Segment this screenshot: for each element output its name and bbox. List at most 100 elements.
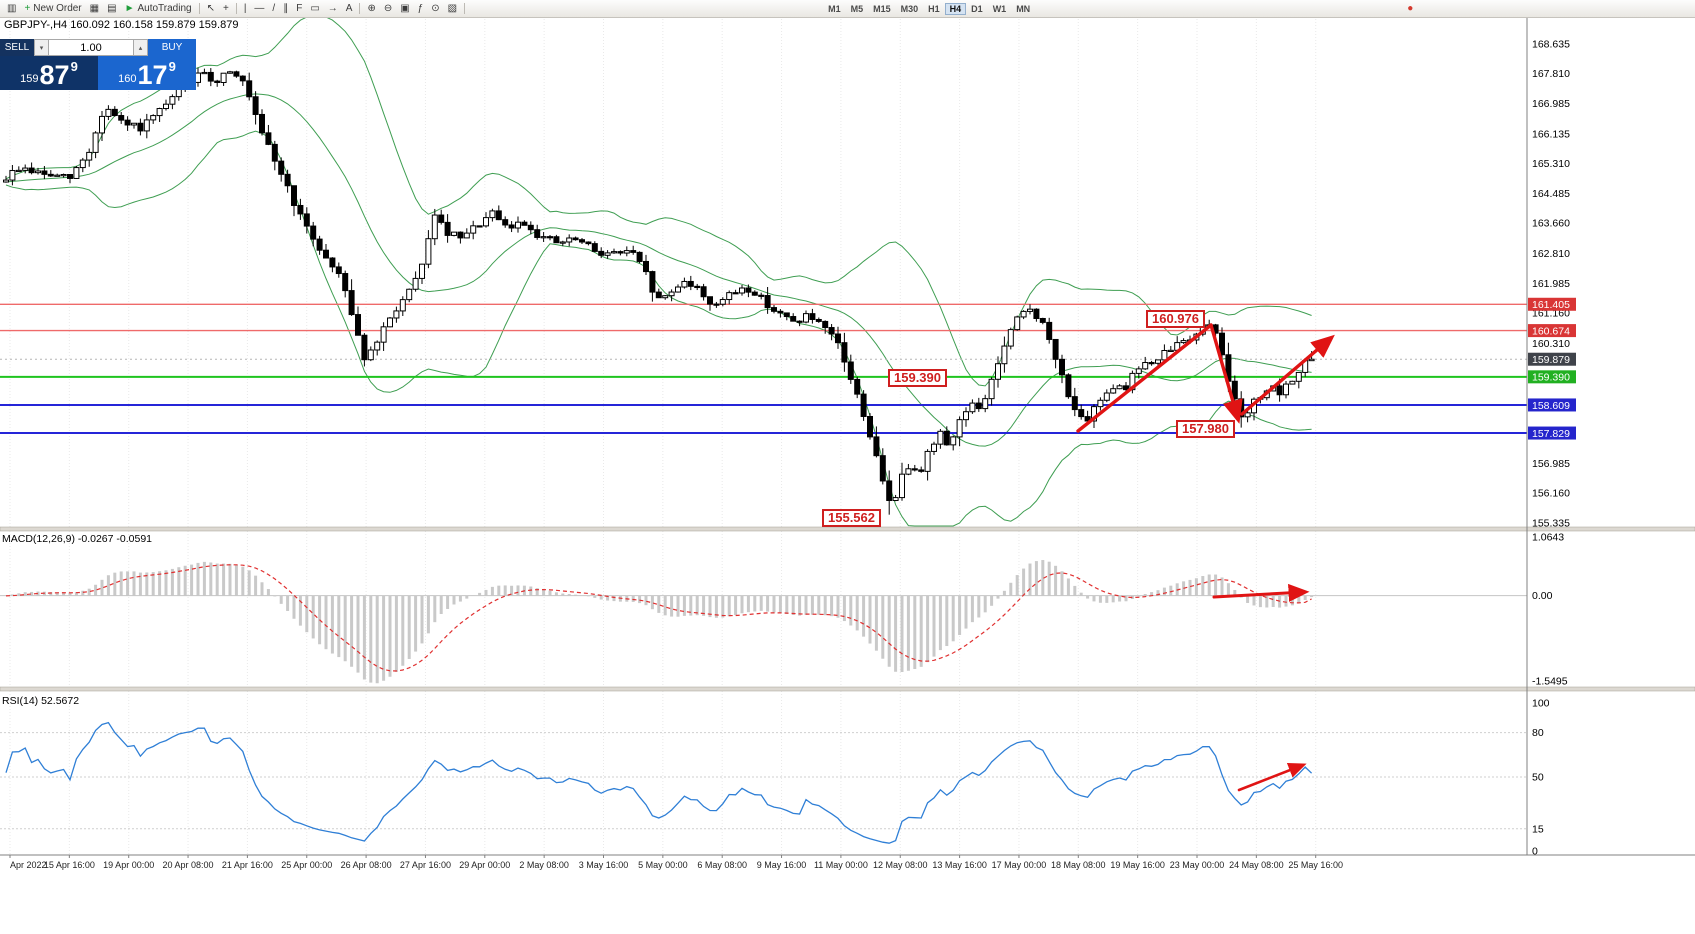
charts-grid-icon[interactable]: ▦ — [86, 1, 103, 16]
panel-separator[interactable] — [0, 686, 1695, 692]
channel-icon[interactable]: ∥ — [279, 1, 292, 16]
trend-arrow[interactable] — [1076, 323, 1213, 433]
chart-candles-icon-icon: ▥ — [7, 3, 17, 14]
axis-tick-label: 15 — [1532, 823, 1544, 835]
new-order-button[interactable]: + New Order — [20, 1, 85, 16]
time-axis-label: 29 Apr 00:00 — [459, 860, 510, 870]
toolbar-separator — [235, 3, 237, 14]
macd-indicator-label: MACD(12,26,9) -0.0267 -0.0591 — [2, 533, 152, 545]
profiles-icon[interactable]: ▤ — [103, 1, 120, 16]
trend-arrows[interactable] — [1076, 323, 1335, 792]
timeframe-m5-button[interactable]: M5 — [850, 3, 864, 14]
indicators-icon-icon: ƒ — [417, 3, 424, 14]
price-callout[interactable]: 157.980 — [1176, 420, 1235, 438]
fibonacci-icon[interactable]: F — [292, 1, 306, 16]
trend-arrow[interactable] — [1209, 323, 1243, 424]
trend-arrow[interactable] — [1212, 583, 1310, 602]
timeframe-h1-button[interactable]: H1 — [928, 3, 940, 14]
indicators-icon[interactable]: ƒ — [414, 1, 428, 16]
svg-text:159.390: 159.390 — [1532, 372, 1570, 384]
vertical-line-icon[interactable]: | — [240, 1, 251, 16]
autotrading-button[interactable]: ► AutoTrading — [121, 1, 196, 16]
arrow-tool-icon[interactable]: → — [324, 1, 342, 16]
bollinger-bands — [5, 16, 1312, 527]
crosshair-icon-icon: + — [222, 3, 229, 14]
time-axis-label: 17 May 00:00 — [992, 860, 1047, 870]
price-callout[interactable]: 159.390 — [888, 369, 947, 387]
axis-tick-label: 164.485 — [1532, 188, 1570, 200]
axis-tick-label: 156.985 — [1532, 458, 1570, 470]
trendline-icon[interactable]: / — [268, 1, 279, 16]
time-axis-label: 6 May 08:00 — [697, 860, 747, 870]
axis-tick-label: 166.985 — [1532, 98, 1570, 110]
bid-price-display[interactable]: 159 87 9 — [0, 56, 98, 90]
time-axis-label: 13 May 16:00 — [932, 860, 987, 870]
templates-icon[interactable]: ▧ — [444, 1, 461, 16]
ask-price-display[interactable]: 160 17 9 — [98, 56, 196, 90]
timeframe-m30-button[interactable]: M30 — [900, 3, 919, 14]
axis-tick-label: 0 — [1532, 846, 1538, 858]
volume-input[interactable]: 1.00 — [49, 39, 133, 56]
axis-tick-label: 166.135 — [1532, 128, 1570, 140]
tile-windows-icon[interactable]: ▣ — [396, 1, 413, 16]
zoom-out-icon[interactable]: ⊖ — [380, 1, 396, 16]
timeframe-mn-button[interactable]: MN — [1016, 3, 1031, 14]
time-axis-label: 11 May 00:00 — [814, 860, 868, 870]
periods-icon-icon: ⊙ — [431, 3, 440, 14]
text-tool-icon[interactable]: A — [342, 1, 357, 16]
panel-separator[interactable] — [0, 526, 1695, 532]
timeframe-w1-button[interactable]: W1 — [992, 3, 1007, 14]
svg-text:159.879: 159.879 — [1532, 354, 1570, 366]
time-axis-label: 2 May 08:00 — [519, 860, 569, 870]
cursor-icon[interactable]: ↖ — [203, 1, 219, 16]
chart-candles-icon[interactable]: ▥ — [3, 1, 20, 16]
community-icon[interactable]: ● — [1403, 1, 1417, 16]
bid-integer: 159 — [20, 73, 39, 85]
chart-ohlc-title: GBPJPY-,H4 160.092 160.158 159.879 159.8… — [4, 19, 239, 31]
trend-arrow[interactable] — [1237, 762, 1307, 792]
new-order-button-label: New Order — [33, 3, 82, 14]
horizontal-line-icon[interactable]: — — [250, 1, 268, 16]
time-axis-label: 9 May 16:00 — [757, 860, 807, 870]
zoom-in-icon[interactable]: ⊕ — [363, 1, 379, 16]
zoom-in-icon-icon: ⊕ — [367, 3, 376, 14]
timeframe-d1-button[interactable]: D1 — [971, 3, 983, 14]
level-price-label — [1528, 370, 1576, 384]
price-axis[interactable]: 168.635 167.810 166.985 166.135 165.310 164.4… — [1526, 16, 1576, 858]
level-price-label — [1528, 398, 1576, 412]
timeframe-m1-button[interactable]: M1 — [828, 3, 841, 14]
zoom-out-icon-icon: ⊖ — [383, 3, 393, 14]
time-axis-label: 5 May 00:00 — [638, 860, 688, 870]
level-price-label — [1528, 426, 1576, 440]
price-callout[interactable]: 160.976 — [1146, 310, 1205, 328]
svg-text:157.829: 157.829 — [1532, 428, 1570, 440]
axis-tick-label: 100 — [1532, 698, 1550, 710]
time-axis-label: 27 Apr 16:00 — [400, 860, 451, 870]
shapes-icon-icon: ▭ — [310, 3, 320, 14]
channel-icon-icon: ∥ — [283, 3, 289, 14]
sell-button[interactable]: SELL — [0, 39, 34, 56]
timeframe-h4-button[interactable]: H4 — [944, 2, 967, 15]
volume-down-button[interactable]: ▾ — [34, 39, 49, 56]
trend-arrow[interactable] — [1240, 334, 1335, 416]
crosshair-icon[interactable]: + — [219, 1, 233, 16]
bid-pips: 87 — [39, 60, 70, 90]
periods-icon[interactable]: ⊙ — [427, 1, 443, 16]
ask-pips: 17 — [137, 60, 168, 90]
ask-integer: 160 — [118, 73, 137, 85]
buy-button[interactable]: BUY — [148, 39, 196, 56]
level-price-label — [1528, 297, 1576, 311]
shapes-icon[interactable]: ▭ — [306, 1, 323, 16]
rsi-line — [5, 721, 1313, 844]
rsi-layer — [0, 721, 1527, 844]
timeframe-m15-button[interactable]: M15 — [873, 3, 891, 14]
price-callout[interactable]: 155.562 — [822, 509, 881, 527]
charts-grid-icon-icon: ▦ — [89, 3, 100, 14]
level-lines[interactable] — [0, 303, 1527, 435]
trendline-icon-icon: / — [272, 3, 276, 14]
volume-up-button[interactable]: ▴ — [133, 39, 148, 56]
toolbar-separator — [198, 3, 200, 14]
